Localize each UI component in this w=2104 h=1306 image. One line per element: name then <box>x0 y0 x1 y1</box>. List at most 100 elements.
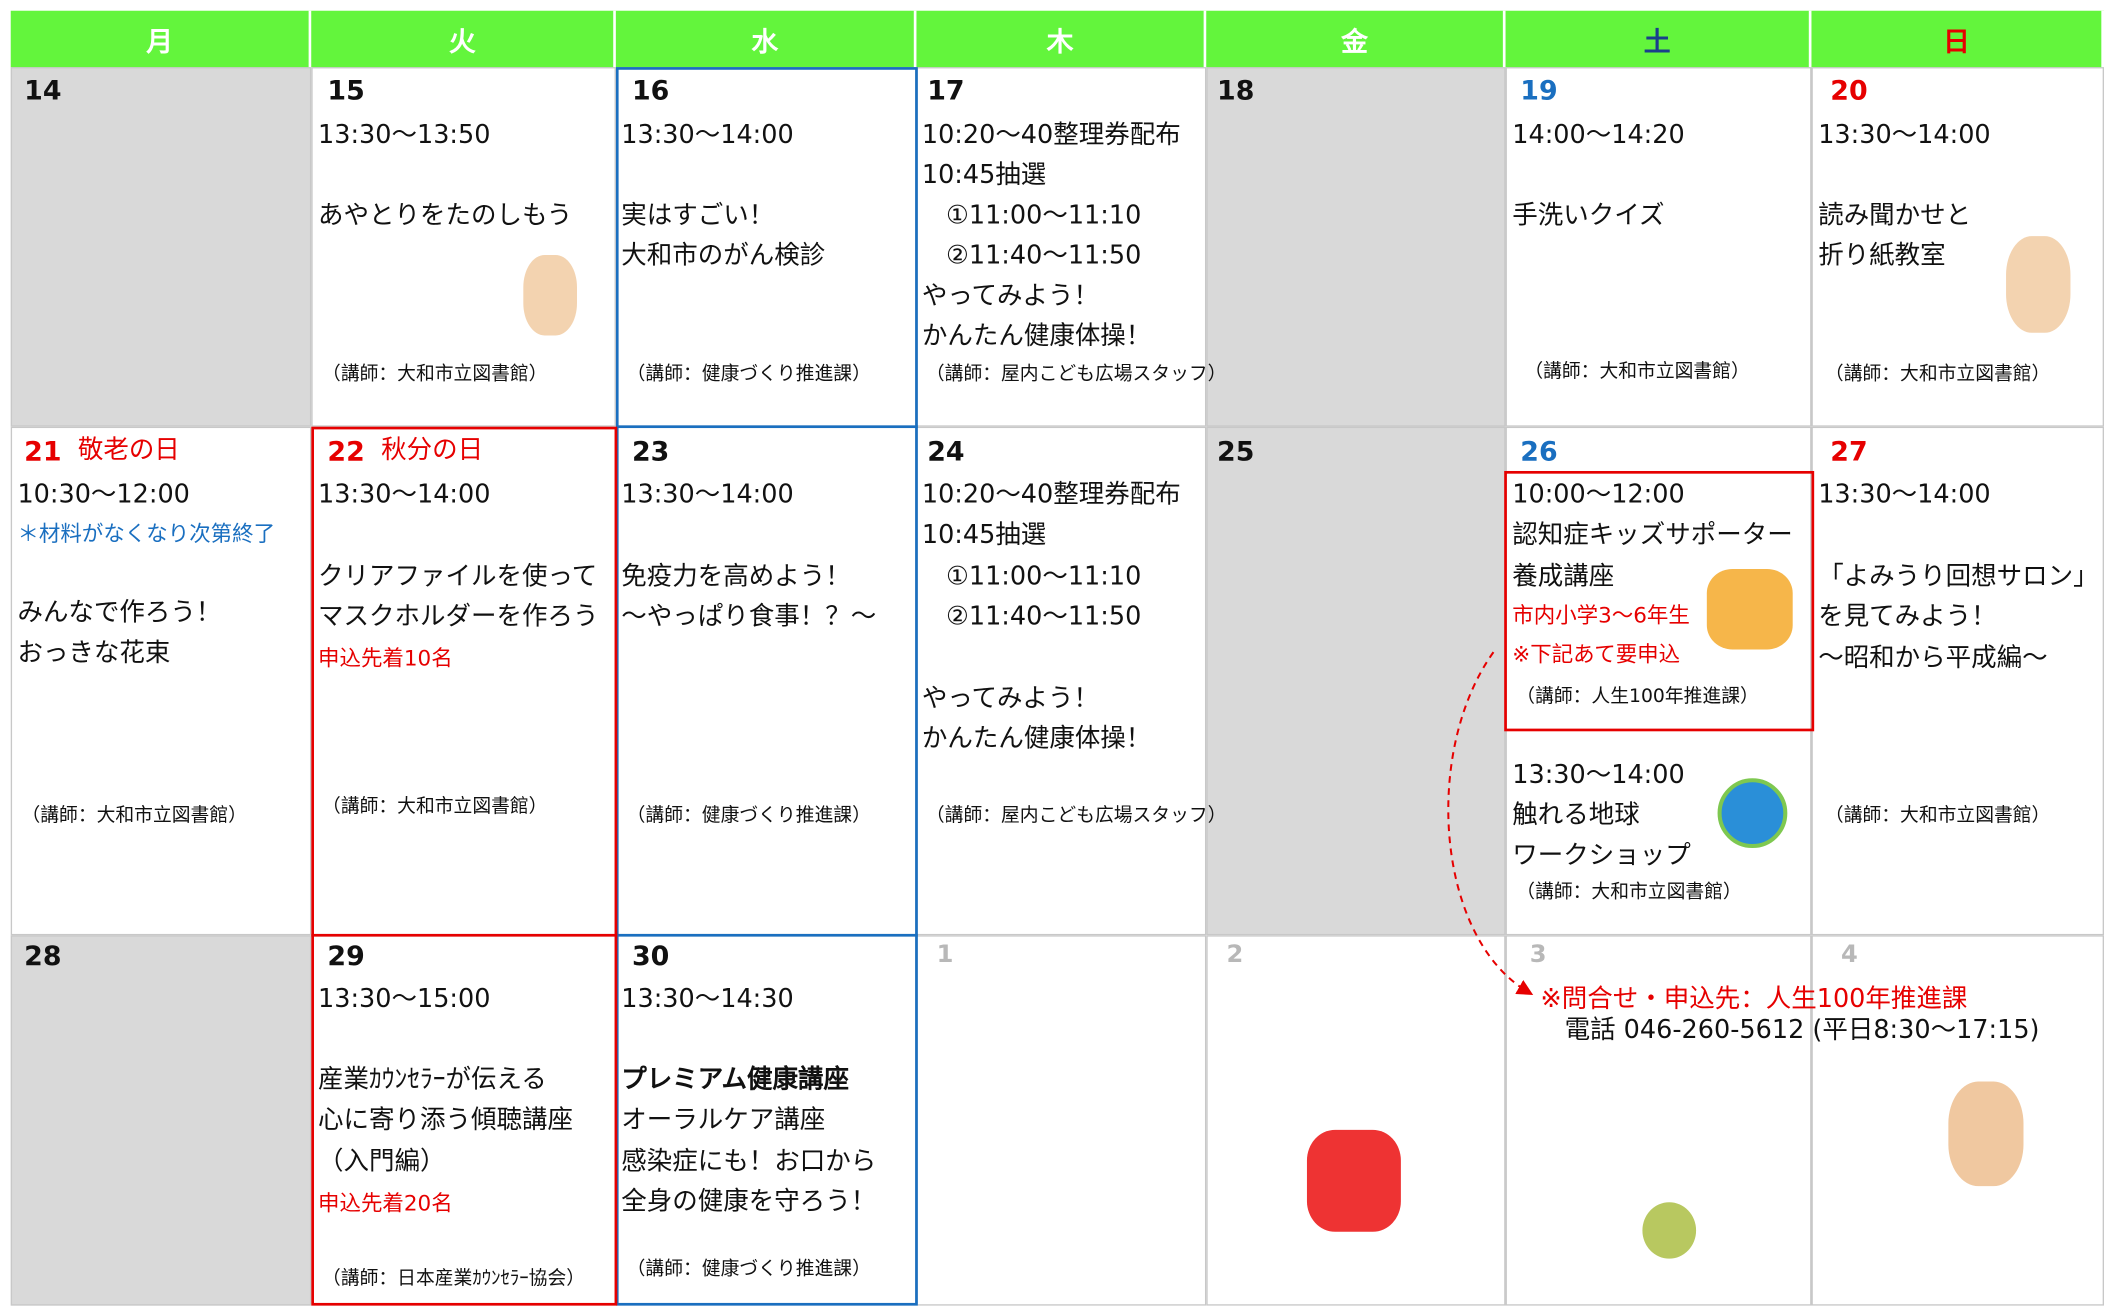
day-number: 2 <box>1226 940 1244 969</box>
event-text: ～やっぱり食事！？～ <box>621 601 877 632</box>
weekday-header: 土 <box>1505 10 1812 68</box>
day-number: 27 <box>1830 434 1868 467</box>
day-cell <box>10 426 312 936</box>
lecturer: （講師：大和市立図書館） <box>1824 805 2051 827</box>
lecturer: （講師：健康づくり推進課） <box>626 363 871 386</box>
weekday-header: 水 <box>615 10 917 68</box>
lecturer: （講師：大和市立図書館） <box>322 363 548 386</box>
illustration <box>1717 778 1788 849</box>
event-text: ※下記あて要申込 <box>1512 641 1681 667</box>
event-text: 手洗いクイズ <box>1512 200 1665 231</box>
event-text: クリアファイルを使って <box>318 561 598 592</box>
outline-blue <box>615 933 918 937</box>
event-text: ①11:00～11:10 <box>945 200 1142 231</box>
illustration <box>1706 568 1793 650</box>
day-number: 23 <box>632 434 670 467</box>
weekday-header: 火 <box>311 10 616 68</box>
event-text: 10:30～12:00 <box>17 479 190 510</box>
day-cell <box>615 426 917 936</box>
holiday-name: 敬老の日 <box>77 435 180 465</box>
event-text: 「よみうり回想サロン」 <box>1818 561 2099 592</box>
weekday-header: 木 <box>916 10 1207 68</box>
event-text: 14:00～14:20 <box>1512 120 1685 150</box>
event-text: やってみよう！ <box>921 683 1100 714</box>
day-cell <box>1811 426 2104 936</box>
day-number: 30 <box>632 939 670 972</box>
event-text: 読み聞かせと <box>1818 200 1972 231</box>
event-text: 13:30～14:00 <box>621 120 794 150</box>
day-cell <box>10 67 312 427</box>
day-number: 24 <box>927 434 965 467</box>
illustration <box>1306 1129 1401 1232</box>
outline-blue <box>615 425 918 429</box>
day-cell <box>1206 426 1506 936</box>
outline-red <box>311 426 618 1306</box>
day-number: 18 <box>1217 73 1255 107</box>
event-text: みんなで作ろう！ <box>17 597 222 628</box>
event-text: 13:30～14:00 <box>621 479 794 510</box>
event-text: 13:30～14:30 <box>621 984 794 1014</box>
event-text: ①11:00～11:10 <box>945 561 1142 592</box>
event-text: 産業ｶｳﾝｾﾗｰが伝える <box>318 1064 547 1095</box>
event-text: 10:00～12:00 <box>1512 479 1685 510</box>
event-text: 免疫力を高めよう！ <box>621 561 851 592</box>
outline-blue <box>615 67 918 1306</box>
lecturer: （講師：日本産業ｶｳﾝｾﾗｰ協会） <box>322 1268 586 1290</box>
lecturer: （講師：大和市立図書館） <box>1516 881 1742 904</box>
day-number: 26 <box>1520 434 1558 467</box>
event-text: マスクホルダーを作ろう <box>318 601 599 632</box>
outline-red <box>1504 470 1815 732</box>
event-text: やってみよう！ <box>921 281 1100 311</box>
lecturer: （講師：健康づくり推進課） <box>626 805 871 827</box>
event-text: を見てみよう！ <box>1818 601 1997 632</box>
event-text: ②11:40～11:50 <box>945 601 1142 632</box>
event-text: 10:45抽選 <box>921 519 1047 550</box>
event-text: 養成講座 <box>1512 561 1615 592</box>
event-text: 申込先着10名 <box>318 645 453 671</box>
event-text: 10:20～40整理券配布 <box>921 120 1181 150</box>
event-text: （入門編） <box>318 1146 446 1177</box>
event-text: 13:30～14:00 <box>1512 760 1685 790</box>
arrow <box>1447 651 1534 995</box>
event-text: 心に寄り添う傾聴講座 <box>318 1105 573 1135</box>
event-text: 13:30～13:50 <box>318 120 491 150</box>
day-cell <box>916 935 1207 1306</box>
day-number: 28 <box>24 939 62 972</box>
event-text: かんたん健康体操！ <box>921 723 1152 754</box>
event-text: 市内小学3～6年生 <box>1512 602 1690 628</box>
event-text: 折り紙教室 <box>1818 240 1946 271</box>
day-cell <box>10 935 312 1306</box>
lecturer: （講師：人生100年推進課） <box>1516 685 1759 708</box>
day-number: 19 <box>1520 73 1558 107</box>
event-text: ＊材料がなくなり次第終了 <box>17 520 276 547</box>
illustration <box>523 254 577 336</box>
day-number: 17 <box>927 73 965 107</box>
event-text: ワークショップ <box>1512 840 1691 871</box>
day-number: 14 <box>24 73 62 107</box>
outline-red <box>311 933 618 937</box>
event-text: 電話 046-260-5612 (平日8:30～17:15) <box>1564 1015 2040 1045</box>
lecturer: （講師：大和市立図書館） <box>1824 363 2051 386</box>
event-text: 10:45抽選 <box>921 160 1047 190</box>
day-cell <box>1505 67 1812 427</box>
day-cell <box>1206 935 1506 1306</box>
lecturer: （講師：大和市立図書館） <box>21 805 247 827</box>
lecturer: （講師：屋内こども広場スタッフ） <box>925 805 1227 827</box>
day-cell <box>311 67 616 427</box>
event-text: 感染症にも！お口から <box>621 1146 877 1177</box>
event-text: ②11:40～11:50 <box>945 240 1142 271</box>
day-cell <box>1206 67 1506 427</box>
event-text: 触れる地球 <box>1512 800 1640 830</box>
day-number: 4 <box>1841 940 1858 969</box>
event-text: プレミアム健康講座 <box>621 1064 849 1095</box>
event-text: 認知症キッズサポーター <box>1512 519 1793 550</box>
day-number: 3 <box>1529 940 1547 969</box>
event-text: 申込先着20名 <box>318 1190 453 1216</box>
illustration <box>2006 236 2071 333</box>
day-cell <box>1505 426 1812 936</box>
event-text: ～昭和から平成編～ <box>1818 643 2048 673</box>
day-number: 15 <box>327 73 365 107</box>
